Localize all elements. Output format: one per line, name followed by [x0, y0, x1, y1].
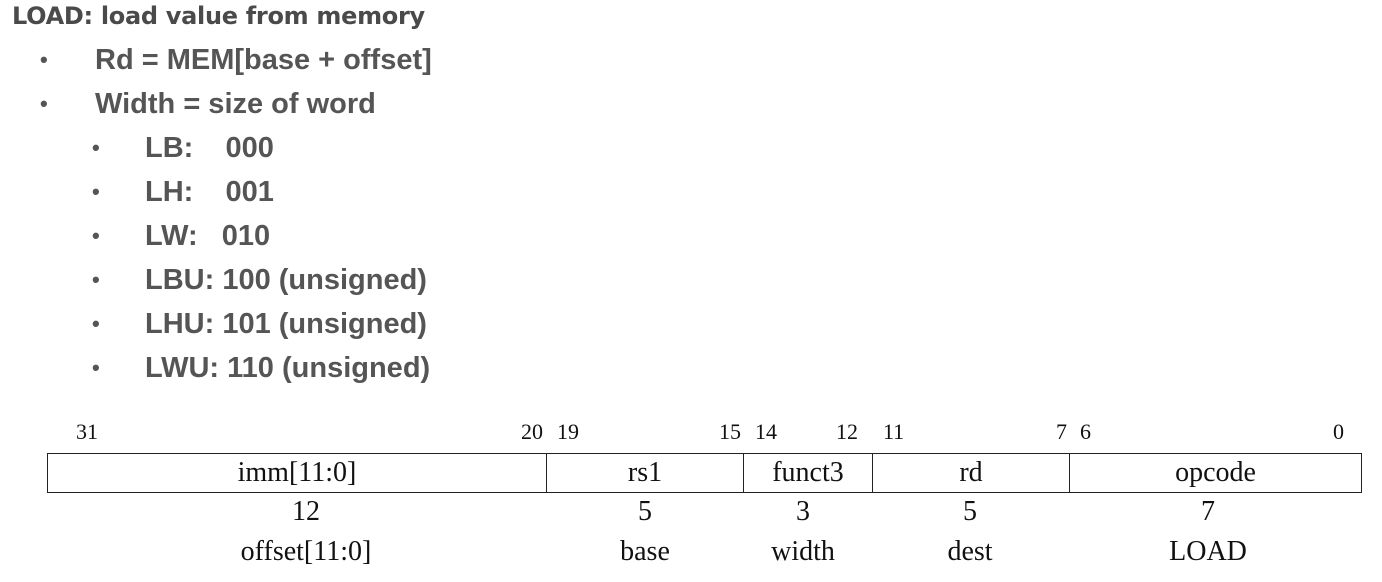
bullet-dot: •: [92, 135, 100, 160]
bullet-dot: •: [40, 91, 48, 116]
bit-number: 19: [557, 419, 579, 444]
field-description: offset[11:0]: [240, 536, 372, 567]
bullet-text: LB: 000: [145, 132, 274, 164]
bit-number: 15: [719, 419, 741, 444]
bit-number: 7: [1056, 419, 1067, 444]
field-width-label: 12: [292, 496, 320, 527]
bullet-dot: •: [92, 355, 100, 380]
field-width-label: 3: [796, 496, 810, 527]
bit-number: 20: [521, 419, 543, 444]
bullet-dot: •: [92, 179, 100, 204]
field-opcode: opcode: [1175, 457, 1256, 488]
bit-number: 11: [883, 419, 905, 444]
bit-number: 14: [755, 419, 777, 444]
bullet-dot: •: [92, 267, 100, 292]
field-rd: rd: [873, 454, 1070, 492]
field-description: LOAD: [1169, 536, 1247, 567]
instruction-fields-row: imm[11:0] rs1 funct3 rd opcode: [47, 453, 1362, 493]
bullet-dot: •: [92, 223, 100, 248]
field-width-label: 5: [638, 496, 652, 527]
field-width-label: 5: [963, 496, 977, 527]
bullet-text: Width = size of word: [95, 88, 376, 120]
bullet-text: LW: 010: [145, 220, 271, 252]
slide-heading: LOAD: load value from memory: [12, 2, 425, 30]
field-description: width: [771, 536, 835, 567]
field-rs1: rs1: [547, 454, 744, 492]
bullet-dot: •: [40, 47, 48, 72]
field-funct3: funct3: [744, 454, 873, 492]
bullet-dot: •: [92, 311, 100, 336]
field-imm: imm[11:0]: [48, 454, 547, 492]
bullet-text: LBU: 100 (unsigned): [145, 264, 427, 296]
bullet-text: Rd = MEM[base + offset]: [95, 44, 432, 76]
field-description: dest: [947, 536, 993, 567]
field-description: base: [620, 536, 670, 567]
bit-number: 12: [836, 419, 858, 444]
bit-number: 0: [1333, 419, 1344, 444]
bit-number: 6: [1080, 419, 1091, 444]
bit-number: 31: [76, 419, 98, 444]
bullet-text: LH: 001: [145, 176, 274, 208]
field-width-label: 7: [1201, 496, 1215, 527]
bullet-text: LWU: 110 (unsigned): [145, 352, 431, 384]
bullet-text: LHU: 101 (unsigned): [145, 308, 427, 340]
